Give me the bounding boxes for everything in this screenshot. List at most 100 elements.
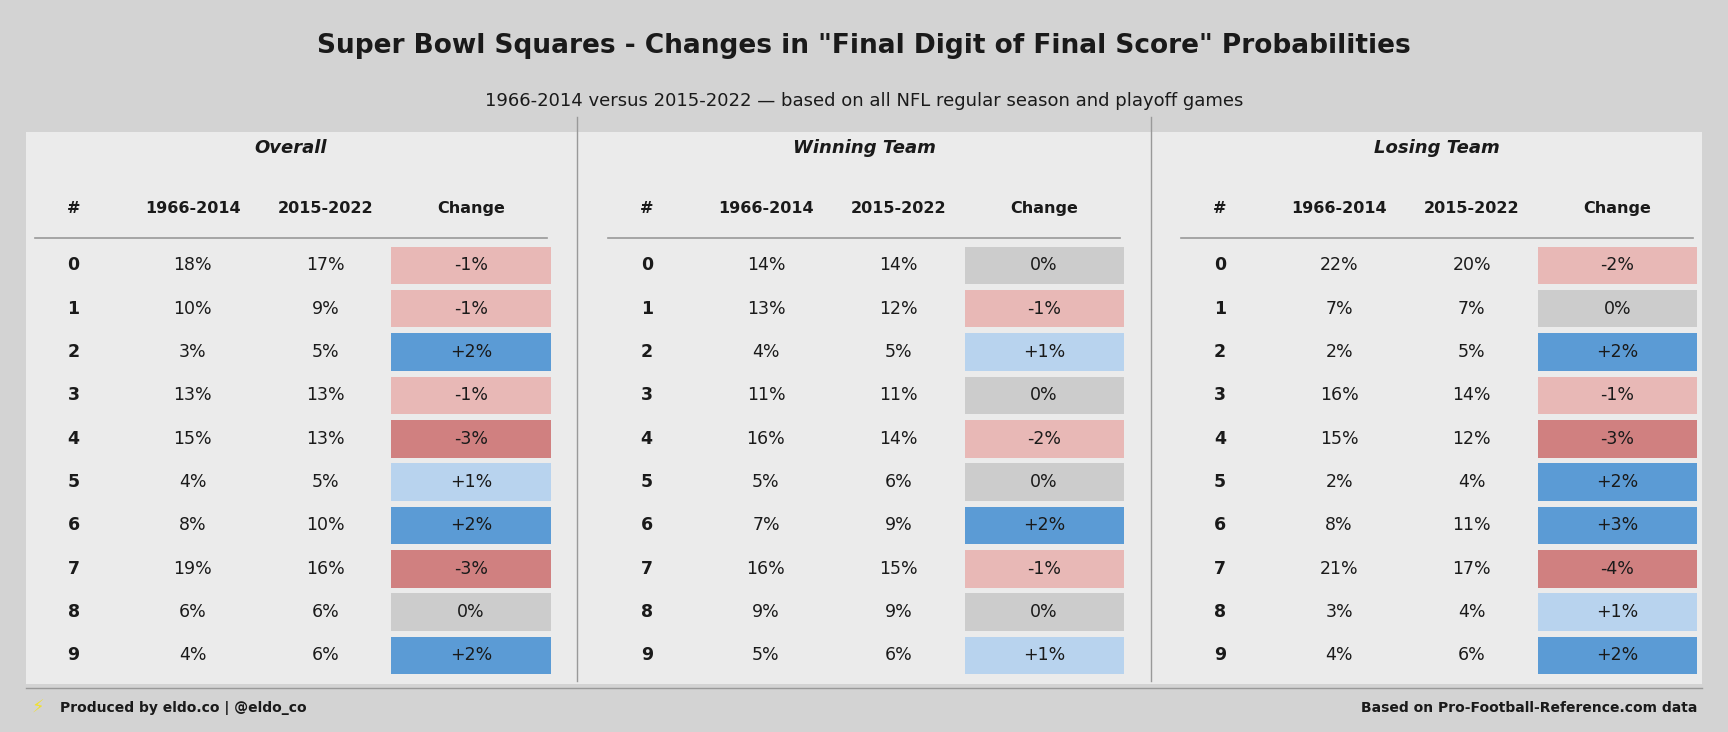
FancyBboxPatch shape [1538, 550, 1697, 588]
Text: 6%: 6% [180, 603, 207, 621]
Text: 9%: 9% [752, 603, 779, 621]
Text: 3: 3 [67, 386, 79, 404]
Text: 8: 8 [1213, 603, 1225, 621]
Text: 5%: 5% [311, 343, 339, 361]
Text: 8: 8 [641, 603, 653, 621]
Text: 3%: 3% [180, 343, 207, 361]
Text: 9: 9 [1213, 646, 1225, 665]
Text: 1: 1 [67, 300, 79, 318]
Text: -2%: -2% [1026, 430, 1061, 448]
Text: 4%: 4% [1458, 603, 1486, 621]
Text: 4: 4 [1213, 430, 1225, 448]
Text: 14%: 14% [1452, 386, 1491, 404]
Text: -1%: -1% [1026, 300, 1061, 318]
Text: Winning Team: Winning Team [793, 139, 935, 157]
FancyBboxPatch shape [964, 420, 1123, 458]
FancyBboxPatch shape [1538, 247, 1697, 284]
Text: -2%: -2% [1600, 256, 1635, 274]
Text: 3: 3 [1213, 386, 1225, 404]
Text: 1966-2014 versus 2015-2022 — based on all NFL regular season and playoff games: 1966-2014 versus 2015-2022 — based on al… [486, 92, 1242, 110]
Text: 12%: 12% [880, 300, 918, 318]
FancyBboxPatch shape [392, 290, 551, 327]
FancyBboxPatch shape [964, 594, 1123, 631]
Text: 14%: 14% [880, 256, 918, 274]
FancyBboxPatch shape [392, 550, 551, 588]
FancyBboxPatch shape [26, 132, 1702, 684]
Text: 14%: 14% [880, 430, 918, 448]
FancyBboxPatch shape [1538, 463, 1697, 501]
Text: +2%: +2% [1597, 646, 1638, 665]
Text: 7%: 7% [1325, 300, 1353, 318]
FancyBboxPatch shape [392, 377, 551, 414]
Text: 10%: 10% [173, 300, 213, 318]
Text: 12%: 12% [1452, 430, 1491, 448]
Text: 1966-2014: 1966-2014 [719, 201, 814, 216]
Text: 7: 7 [67, 560, 79, 578]
Text: Losing Team: Losing Team [1374, 139, 1500, 157]
Text: 4%: 4% [1325, 646, 1353, 665]
Text: -1%: -1% [454, 256, 487, 274]
Text: +1%: +1% [449, 473, 492, 491]
Text: 2015-2022: 2015-2022 [1424, 201, 1519, 216]
FancyBboxPatch shape [964, 333, 1123, 371]
Text: +2%: +2% [449, 343, 492, 361]
Text: -1%: -1% [454, 300, 487, 318]
Text: 7: 7 [1213, 560, 1225, 578]
Text: 4%: 4% [180, 473, 207, 491]
Text: 13%: 13% [306, 430, 344, 448]
Text: 6: 6 [1213, 517, 1225, 534]
Text: 4: 4 [67, 430, 79, 448]
Text: -1%: -1% [1600, 386, 1635, 404]
Text: 19%: 19% [173, 560, 213, 578]
FancyBboxPatch shape [392, 420, 551, 458]
Text: Based on Pro-Football-Reference.com data: Based on Pro-Football-Reference.com data [1360, 701, 1697, 715]
Text: 2: 2 [641, 343, 653, 361]
Text: Produced by eldo.co | @eldo_co: Produced by eldo.co | @eldo_co [60, 701, 308, 715]
Text: 5: 5 [67, 473, 79, 491]
Text: 6%: 6% [311, 603, 339, 621]
Text: 6%: 6% [311, 646, 339, 665]
Text: +1%: +1% [1023, 646, 1064, 665]
Text: 3: 3 [641, 386, 653, 404]
FancyBboxPatch shape [1538, 377, 1697, 414]
Text: -3%: -3% [1600, 430, 1635, 448]
Text: 11%: 11% [1452, 517, 1491, 534]
Text: 15%: 15% [1320, 430, 1358, 448]
Text: 9: 9 [641, 646, 653, 665]
Text: 5%: 5% [311, 473, 339, 491]
Text: 0: 0 [641, 256, 653, 274]
Text: 4%: 4% [752, 343, 779, 361]
Text: ⚡: ⚡ [31, 699, 43, 717]
Text: 2015-2022: 2015-2022 [850, 201, 947, 216]
FancyBboxPatch shape [964, 507, 1123, 544]
FancyBboxPatch shape [1538, 507, 1697, 544]
Text: 4%: 4% [1458, 473, 1486, 491]
Text: 9: 9 [67, 646, 79, 665]
Text: -4%: -4% [1600, 560, 1635, 578]
Text: 11%: 11% [880, 386, 918, 404]
FancyBboxPatch shape [964, 290, 1123, 327]
FancyBboxPatch shape [964, 463, 1123, 501]
Text: +2%: +2% [449, 646, 492, 665]
Text: 13%: 13% [306, 386, 344, 404]
Text: #: # [67, 201, 81, 216]
Text: 16%: 16% [746, 430, 785, 448]
Text: 1966-2014: 1966-2014 [145, 201, 240, 216]
Text: 8: 8 [67, 603, 79, 621]
Text: 9%: 9% [885, 517, 912, 534]
FancyBboxPatch shape [1538, 594, 1697, 631]
Text: 0%: 0% [1604, 300, 1631, 318]
Text: 10%: 10% [306, 517, 344, 534]
Text: +2%: +2% [1023, 517, 1064, 534]
Text: -3%: -3% [454, 560, 487, 578]
Text: 11%: 11% [746, 386, 785, 404]
Text: 0%: 0% [1030, 386, 1058, 404]
Text: 6%: 6% [1458, 646, 1486, 665]
Text: 0%: 0% [1030, 603, 1058, 621]
FancyBboxPatch shape [392, 247, 551, 284]
FancyBboxPatch shape [1538, 333, 1697, 371]
Text: 7%: 7% [752, 517, 779, 534]
Text: Change: Change [1583, 201, 1652, 216]
Text: +1%: +1% [1597, 603, 1638, 621]
Text: Change: Change [1011, 201, 1078, 216]
